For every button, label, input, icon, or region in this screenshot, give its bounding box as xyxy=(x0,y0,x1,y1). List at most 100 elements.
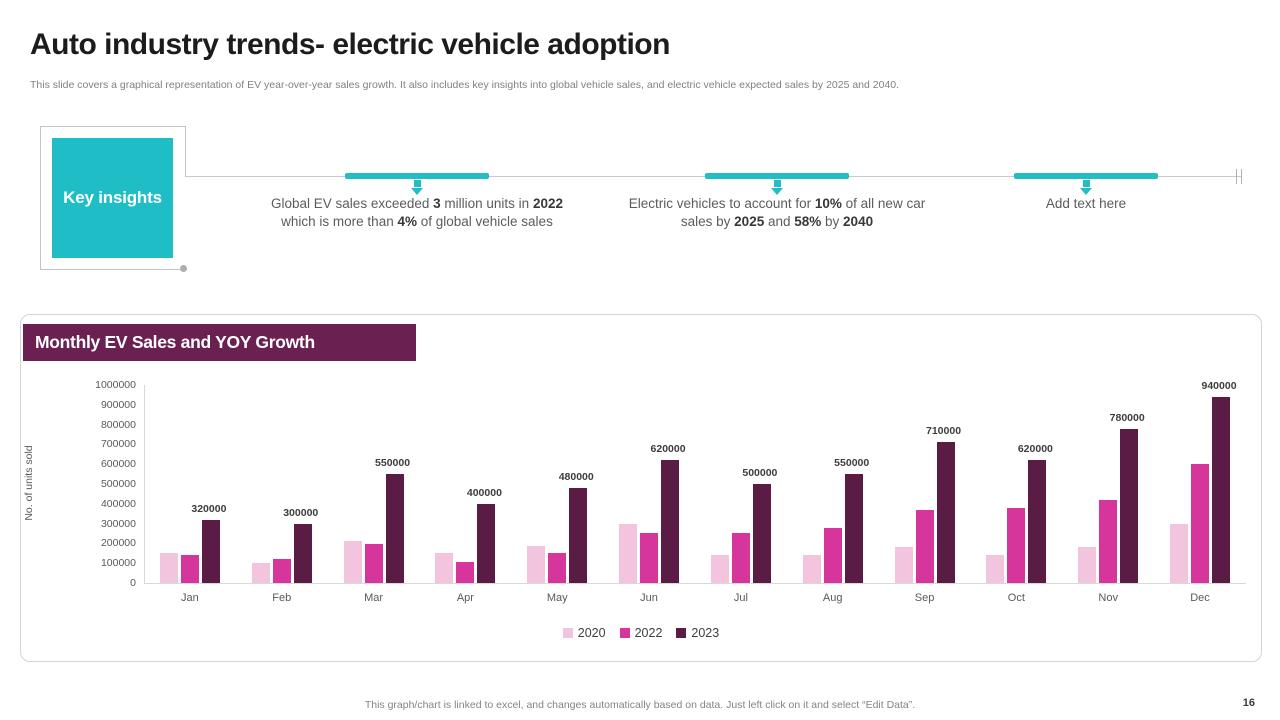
y-tick-label: 200000 xyxy=(100,537,136,550)
insight-text[interactable]: Add text here xyxy=(936,195,1236,213)
legend-label: 2020 xyxy=(577,626,606,640)
y-tick-label: 100000 xyxy=(100,557,136,570)
insight-text-segment: million units in xyxy=(440,196,533,211)
legend-item-2020: 2020 xyxy=(562,626,606,640)
bar-2023-jun xyxy=(661,460,680,583)
bar-2020-mar xyxy=(343,541,362,583)
data-label-jan: 320000 xyxy=(191,503,227,515)
y-tick-label: 900000 xyxy=(100,398,136,411)
bar-2022-jun xyxy=(640,533,659,583)
key-insights-outline-top xyxy=(40,126,186,127)
bar-2022-apr xyxy=(456,562,475,583)
timeline-marker-bar xyxy=(345,173,489,179)
bar-2020-jun xyxy=(619,524,638,583)
plot-area: 320000 Jan 300000 Feb 550000 Mar 400000 Apr 4800… xyxy=(144,380,1246,604)
bar-2022-sep xyxy=(915,510,934,583)
bar-group-dec: 940000 Dec xyxy=(1154,380,1246,604)
legend-item-2023: 2023 xyxy=(676,626,719,640)
bar-2020-oct xyxy=(986,555,1005,583)
bar-2020-sep xyxy=(894,547,913,583)
key-insights-outline-bottom xyxy=(40,269,181,270)
page-subtitle: This slide covers a graphical representa… xyxy=(30,79,900,91)
insight-text-bold: 2025 xyxy=(734,214,765,229)
bar-2023-mar xyxy=(385,474,404,583)
x-tick-label: Jan xyxy=(181,592,199,604)
insight-text-segment: Add text here xyxy=(1045,196,1127,211)
bar-group-aug: 550000 Aug xyxy=(787,385,879,604)
bar-2022-jul xyxy=(731,533,750,583)
x-tick-label: May xyxy=(546,592,568,604)
data-label-sep: 710000 xyxy=(926,425,962,437)
bar-2022-oct xyxy=(1007,508,1026,583)
insight-text-bold: 10% xyxy=(814,196,842,211)
bar-2020-jul xyxy=(710,555,729,583)
bar-2023-jul xyxy=(752,484,771,583)
bar-2020-apr xyxy=(435,553,454,583)
data-label-aug: 550000 xyxy=(834,457,870,469)
bar-2022-aug xyxy=(823,528,842,583)
bar-2023-apr xyxy=(477,504,496,583)
legend-label: 2023 xyxy=(691,626,720,640)
y-axis-line xyxy=(144,385,145,584)
x-tick-label: Nov xyxy=(1098,592,1118,604)
chart-legend: 2020 2022 2023 xyxy=(21,626,1261,640)
legend-item-2022: 2022 xyxy=(619,626,663,640)
bar-group-jul: 500000 Jul xyxy=(695,385,787,604)
data-label-jun: 620000 xyxy=(650,443,686,455)
key-insights-outline-left xyxy=(40,126,41,270)
bar-group-nov: 780000 Nov xyxy=(1062,385,1154,604)
insight-text-segment: by xyxy=(821,214,844,229)
timeline-marker-square xyxy=(1083,180,1090,187)
y-tick-label: 300000 xyxy=(100,517,136,530)
y-tick-label: 400000 xyxy=(100,497,136,510)
bar-2022-mar xyxy=(364,544,383,583)
x-tick-label: Mar xyxy=(364,592,384,604)
timeline-marker-square xyxy=(774,180,781,187)
y-tick-label: 600000 xyxy=(100,458,136,471)
footer-note: This graph/chart is linked to excel, and… xyxy=(364,699,916,711)
timeline-end-tick xyxy=(1241,169,1242,184)
insight-text-segment: which is more than xyxy=(281,214,398,229)
x-tick-label: Jul xyxy=(733,592,748,604)
insight-text-segment: Electric vehicles to account for xyxy=(628,196,815,211)
legend-label: 2022 xyxy=(634,626,663,640)
insight-text-segment: of all new car sales by xyxy=(680,196,926,229)
bar-2023-may xyxy=(569,488,588,583)
y-tick-label: 700000 xyxy=(100,438,136,451)
outline-corner-dot xyxy=(180,265,187,272)
data-label-oct: 620000 xyxy=(1017,443,1053,455)
arrow-down-icon xyxy=(771,188,783,195)
bar-group-mar: 550000 Mar xyxy=(328,385,420,604)
timeline-end-tick xyxy=(1236,169,1237,184)
bar-2023-jan xyxy=(201,520,220,583)
bar-group-may: 480000 May xyxy=(511,385,603,604)
insight-text-bold: 2022 xyxy=(532,196,563,211)
x-tick-label: Oct xyxy=(1007,592,1025,604)
data-label-mar: 550000 xyxy=(375,457,411,469)
bar-2020-may xyxy=(527,546,546,583)
arrow-down-icon xyxy=(411,188,423,195)
x-tick-label: Apr xyxy=(456,592,474,604)
x-tick-label: Feb xyxy=(272,592,292,604)
x-tick-label: Sep xyxy=(914,592,935,604)
arrow-down-icon xyxy=(1080,188,1092,195)
y-tick-label: 0 xyxy=(130,577,136,589)
bar-2023-feb xyxy=(293,524,312,583)
bar-2022-dec xyxy=(1191,464,1210,583)
insight-text-segment: of global vehicle sales xyxy=(416,214,553,229)
y-tick-label: 800000 xyxy=(100,418,136,431)
y-tick-label: 1000000 xyxy=(95,379,136,391)
timeline-marker-bar xyxy=(1014,173,1158,179)
x-tick-label: Aug xyxy=(822,592,843,604)
key-insights-label: Key insights xyxy=(63,188,162,207)
bar-2022-feb xyxy=(272,559,291,583)
x-axis-line xyxy=(144,583,1246,584)
chart-title-banner: Monthly EV Sales and YOY Growth xyxy=(23,324,416,361)
bar-2020-feb xyxy=(251,563,270,583)
insight-stops: Global EV sales exceeded 3 million units… xyxy=(0,0,1280,300)
y-axis-title: No. of units sold xyxy=(23,445,35,521)
insight-text-bold: 4% xyxy=(397,214,417,229)
ev-sales-chart[interactable]: Monthly EV Sales and YOY Growth No. of u… xyxy=(20,314,1262,662)
bar-2020-nov xyxy=(1078,547,1097,583)
